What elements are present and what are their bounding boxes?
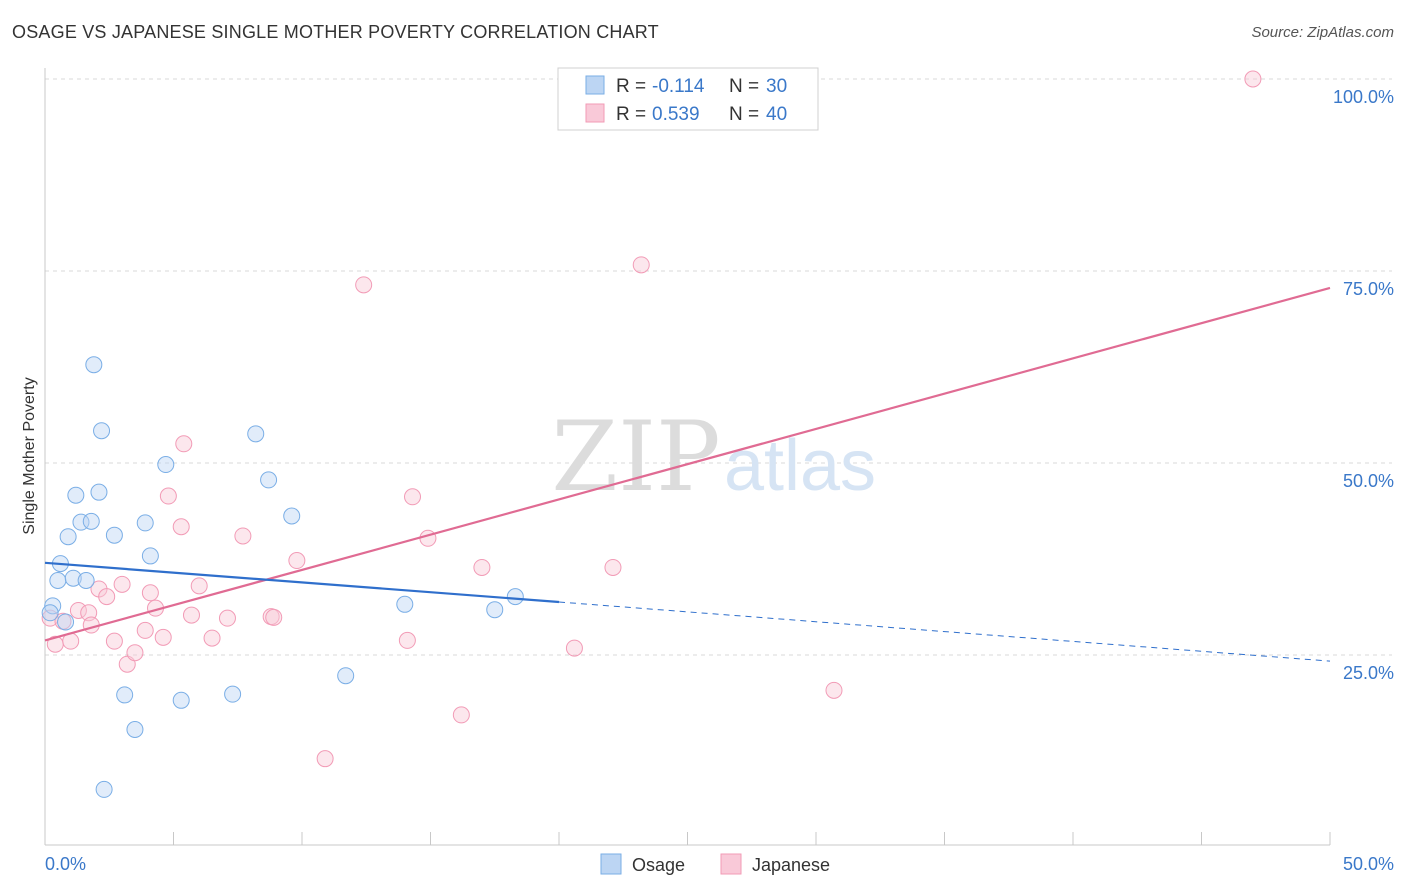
- osage-point: [85, 356, 103, 374]
- japanese-point: [565, 639, 583, 657]
- japanese-point: [141, 584, 159, 602]
- y-tick-label: 25.0%: [1343, 663, 1394, 683]
- osage-point: [172, 691, 190, 709]
- watermark-atlas: atlas: [724, 426, 876, 506]
- osage-point: [57, 613, 75, 631]
- japanese-point: [136, 621, 154, 639]
- osage-point: [157, 456, 175, 474]
- osage-point: [41, 604, 59, 622]
- osage-trend-line: [44, 561, 560, 604]
- japanese-point: [265, 608, 283, 626]
- osage-point: [44, 597, 62, 615]
- legend-n-label-osage: N =: [729, 76, 759, 97]
- osage-point: [396, 595, 414, 613]
- osage-point: [136, 514, 154, 532]
- japanese-point: [452, 706, 470, 724]
- japanese-point: [288, 552, 306, 570]
- japanese-point: [218, 609, 236, 627]
- osage-point: [95, 780, 113, 798]
- legend-r-label-osage: R =: [616, 76, 646, 97]
- legend-n-label-japanese: N =: [729, 104, 759, 125]
- legend-swatch-japanese: [585, 103, 605, 123]
- osage-point: [90, 483, 108, 501]
- osage-point: [105, 526, 123, 544]
- japanese-point: [1244, 70, 1262, 88]
- japanese-point: [825, 681, 843, 699]
- watermark-zip: ZIP: [551, 401, 720, 513]
- japanese-point: [175, 435, 193, 453]
- japanese-point: [355, 276, 373, 294]
- legend-bottom-label-osage: Osage: [632, 855, 685, 875]
- legend-top: R = -0.114 N = 30 R = 0.539 N = 40: [557, 67, 819, 131]
- y-tick-label: 50.0%: [1343, 471, 1394, 491]
- axis-ticks: [44, 832, 1331, 845]
- japanese-point: [203, 629, 221, 647]
- japanese-point: [172, 518, 190, 536]
- japanese-point: [69, 601, 87, 619]
- chart-title: OSAGE VS JAPANESE SINGLE MOTHER POVERTY …: [12, 22, 659, 42]
- legend-bottom-swatch-osage: [600, 853, 622, 875]
- osage-point: [141, 547, 159, 565]
- gridlines: [45, 78, 1392, 656]
- osage-point: [116, 686, 134, 704]
- y-axis-label: Single Mother Poverty: [21, 377, 38, 534]
- osage-point: [260, 471, 278, 489]
- osage-point: [77, 572, 95, 590]
- japanese-point: [98, 588, 116, 606]
- osage-point: [59, 528, 77, 546]
- japanese-point: [182, 606, 200, 624]
- japanese-point: [234, 527, 252, 545]
- y-tick-labels: 25.0% 50.0% 75.0% 100.0%: [1333, 87, 1394, 683]
- japanese-point: [159, 487, 177, 505]
- trend-lines: [44, 286, 1331, 662]
- legend-n-value-japanese: 40: [766, 104, 787, 125]
- osage-point: [64, 569, 82, 587]
- japanese-trend-line: [44, 286, 1331, 642]
- osage-point: [67, 486, 85, 504]
- legend-r-value-osage: -0.114: [652, 76, 705, 97]
- japanese-point: [190, 577, 208, 595]
- japanese-point: [473, 558, 491, 576]
- legend-r-value-japanese: 0.539: [652, 104, 700, 125]
- japanese-point: [113, 575, 131, 593]
- osage-point: [247, 425, 265, 443]
- x-tick-label-min: 0.0%: [45, 854, 86, 874]
- osage-point: [126, 720, 144, 738]
- japanese-point: [316, 750, 334, 768]
- y-tick-label: 75.0%: [1343, 279, 1394, 299]
- japanese-point: [419, 529, 437, 547]
- legend-n-value-osage: 30: [766, 76, 787, 97]
- x-tick-label-max: 50.0%: [1343, 854, 1394, 874]
- legend-bottom-label-japanese: Japanese: [752, 855, 830, 875]
- osage-points: [41, 356, 524, 798]
- osage-point: [49, 572, 67, 590]
- legend-bottom: Osage Japanese: [600, 853, 830, 875]
- osage-point: [506, 588, 524, 606]
- legend-r-label-japanese: R =: [616, 104, 646, 125]
- osage-point: [337, 667, 355, 685]
- japanese-point: [154, 628, 172, 646]
- y-tick-label: 100.0%: [1333, 87, 1394, 107]
- osage-point: [283, 507, 301, 525]
- osage-trend-line-extension: [558, 601, 1331, 662]
- source-credit: Source: ZipAtlas.com: [1251, 24, 1394, 41]
- japanese-point: [604, 558, 622, 576]
- legend-swatch-osage: [585, 75, 605, 95]
- x-tick-labels: 0.0% 50.0%: [45, 854, 1394, 874]
- legend-bottom-swatch-japanese: [720, 853, 742, 875]
- japanese-point: [398, 631, 416, 649]
- osage-point: [224, 685, 242, 703]
- japanese-point: [632, 256, 650, 274]
- japanese-point: [126, 644, 144, 662]
- japanese-point: [404, 488, 422, 506]
- osage-point: [82, 512, 100, 530]
- japanese-point: [105, 632, 123, 650]
- osage-point: [93, 422, 111, 440]
- osage-point: [486, 601, 504, 619]
